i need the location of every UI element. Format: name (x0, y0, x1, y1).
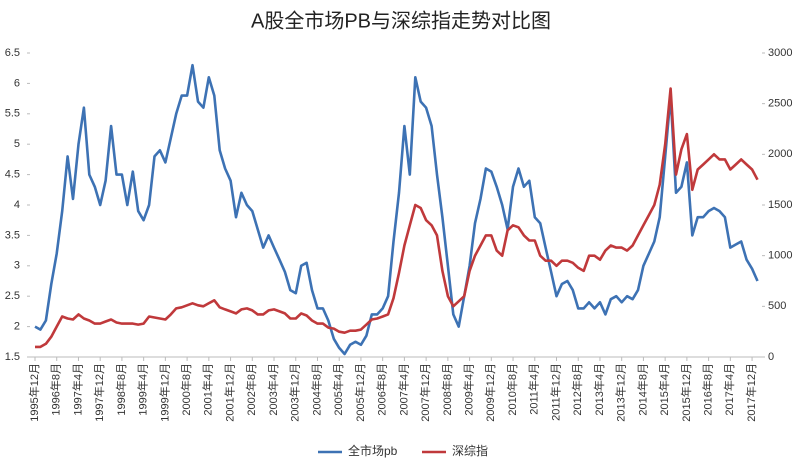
y-tick-label: 4.5 (5, 169, 20, 181)
x-tick-label: 2017年4月 (722, 363, 736, 416)
y-tick-label: 5.5 (5, 108, 20, 120)
x-tick-label: 2000年8月 (179, 363, 193, 416)
x-tick-label: 1999年12月 (157, 363, 171, 422)
x-tick-label: 2002年8月 (244, 363, 258, 416)
y2-tick-label: 500 (768, 300, 786, 312)
series-line (35, 87, 759, 349)
y-tick-label: 2.5 (5, 290, 20, 302)
y-tick-label: 1.5 (5, 351, 20, 363)
x-tick-label: 1998年8月 (114, 363, 128, 416)
x-tick-label: 2012年8月 (570, 363, 584, 416)
chart-title: A股全市场PB与深综指走势对比图 (251, 9, 551, 32)
x-tick-label: 2015年12月 (679, 363, 693, 422)
x-tick-label: 2006年8月 (375, 363, 389, 416)
x-tick-label: 2016年8月 (701, 363, 715, 416)
x-tick-label: 2007年12月 (418, 363, 432, 422)
y-tick-label: 3 (14, 260, 20, 272)
x-tick-label: 1995年12月 (27, 363, 41, 422)
y2-tick-label: 1000 (768, 250, 792, 262)
y2-tick-label: 3000 (768, 47, 792, 59)
x-tick-label: 2015年4月 (657, 363, 671, 416)
y2-tick-label: 2000 (768, 148, 792, 160)
x-tick-label: 2001年4月 (201, 363, 215, 416)
x-tick-label: 2009年12月 (483, 363, 497, 422)
x-tick-label: 2003年12月 (288, 363, 302, 422)
x-tick-label: 2013年4月 (592, 363, 606, 416)
x-tick-label: 2001年12月 (222, 363, 236, 422)
y2-tick-label: 2500 (768, 98, 792, 110)
x-tick-label: 1999年4月 (136, 363, 150, 416)
legend-label: 全市场pb (348, 443, 398, 458)
x-tick-label: 2011年12月 (548, 363, 562, 421)
y2-tick-label: 1500 (768, 199, 792, 211)
y2-tick-label: 0 (768, 351, 774, 363)
x-tick-label: 2007年4月 (396, 363, 410, 416)
x-tick-label: 2005年12月 (353, 363, 367, 422)
x-tick-label: 2003年4月 (266, 363, 280, 416)
x-tick-label: 1997年4月 (70, 363, 84, 416)
x-tick-label: 2017年12月 (744, 363, 758, 422)
y-tick-label: 3.5 (5, 229, 20, 241)
y-tick-label: 5 (14, 138, 20, 150)
x-tick-label: 1996年8月 (49, 363, 63, 416)
x-tick-label: 2010年8月 (505, 363, 519, 416)
x-tick-label: 2013年12月 (614, 363, 628, 422)
x-tick-label: 2005年4月 (331, 363, 345, 416)
y-tick-label: 4 (14, 199, 20, 211)
x-tick-label: 2009年4月 (461, 363, 475, 416)
x-tick-label: 2008年8月 (440, 363, 454, 416)
x-tick-label: 1997年12月 (92, 363, 106, 422)
y-tick-label: 6.5 (5, 47, 20, 59)
x-tick-label: 2011年4月 (527, 363, 541, 415)
y-tick-label: 6 (14, 77, 20, 89)
y-tick-label: 2 (14, 321, 20, 333)
x-tick-label: 2014年8月 (635, 363, 649, 416)
series-line (34, 63, 759, 356)
x-tick-label: 2004年8月 (309, 363, 323, 416)
legend-label: 深综指 (452, 443, 488, 458)
